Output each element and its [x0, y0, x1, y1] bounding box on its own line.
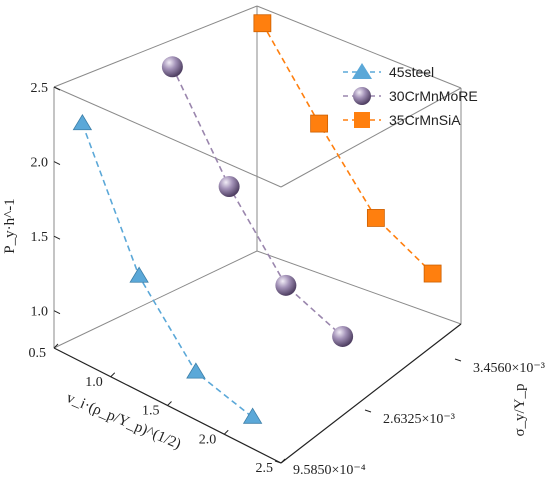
legend-marker-30crmnmore — [353, 87, 371, 105]
x-tick-label: 1.0 — [85, 375, 103, 390]
data-point — [218, 176, 240, 198]
legend-label-45steel: 45steel — [389, 64, 434, 80]
x-tick-label: 2.5 — [256, 461, 274, 476]
y-tick-label: 1.0 — [31, 305, 49, 320]
data-point — [275, 274, 297, 296]
data-point — [186, 362, 206, 379]
y-tick-mark — [53, 161, 61, 166]
z-tick-mark — [454, 358, 462, 362]
y-tick-label: 1.5 — [31, 230, 49, 245]
data-point — [366, 209, 385, 227]
box-edge-back-floor-left — [53, 250, 258, 349]
data-point — [310, 114, 329, 133]
data-point — [72, 113, 93, 131]
legend-label-35crmnsia: 35CrMnSiA — [389, 112, 461, 128]
y-tick-mark — [53, 86, 61, 91]
y-tick-label: 2.5 — [31, 81, 49, 96]
series-layer — [72, 14, 442, 424]
box-edge-front-top-left — [53, 86, 282, 188]
x-tick-label: 1.5 — [142, 404, 160, 419]
x-tick-mark — [223, 429, 229, 435]
box-edge-back-floor-right — [256, 250, 462, 325]
z-tick-label: 3.4560×10⁻³ — [473, 361, 545, 376]
z-tick-label: 2.6325×10⁻³ — [383, 412, 455, 427]
box-edge-back-top-right — [256, 5, 462, 89]
x-tick-mark — [110, 372, 116, 378]
z-tick-mark — [364, 409, 372, 413]
plot-box — [53, 5, 462, 349]
legend-marker-35crmnsia — [354, 112, 370, 128]
z-axis-line — [280, 323, 462, 464]
x-axis-title: v_i·(ρ_p/Y_p)^(1/2) — [64, 390, 183, 453]
tick-labels: 0.5 1.0 1.5 2.0 2.5 1.0 1.5 2.0 2.5 9.5850×10⁻⁴ 2.… — [29, 81, 545, 478]
z-tick-label: 9.5850×10⁻⁴ — [293, 463, 366, 478]
box-edge-back-top-left — [53, 5, 258, 88]
data-point — [253, 14, 272, 33]
x-tick-mark — [280, 458, 286, 464]
series-line — [81, 123, 254, 418]
legend-label-30crmnmore: 30CrMnMoRE — [389, 88, 478, 104]
x-tick-mark — [167, 401, 172, 406]
y-axis-title: P_y·h^-1 — [2, 198, 18, 253]
x-tick-label: 2.0 — [199, 432, 217, 447]
data-point — [423, 264, 442, 283]
series-line — [171, 66, 344, 338]
data-point — [242, 407, 263, 424]
legend: 45steel 30CrMnMoRE 35CrMnSiA — [343, 63, 478, 128]
x-tick-label: 0.5 — [29, 346, 47, 361]
y-tick-label: 2.0 — [31, 156, 49, 171]
data-point — [129, 266, 149, 283]
tick-marks — [53, 86, 462, 464]
box-edge-front-top-right — [280, 87, 462, 188]
series-line — [261, 22, 434, 275]
z-axis-title: σ_y/Y_p — [512, 383, 528, 436]
front-axes — [53, 323, 462, 464]
data-point — [332, 325, 354, 347]
y-tick-mark — [53, 235, 61, 240]
z-tick-mark — [274, 460, 282, 464]
x-tick-mark — [53, 343, 59, 349]
legend-marker-45steel — [352, 63, 372, 79]
y-tick-mark — [53, 310, 61, 315]
data-point — [161, 56, 183, 78]
